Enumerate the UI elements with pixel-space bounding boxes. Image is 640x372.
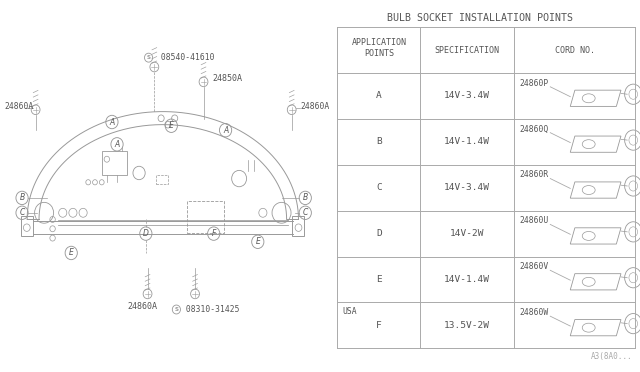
Text: 24860A: 24860A	[4, 102, 34, 111]
Text: E: E	[376, 275, 381, 284]
Text: F: F	[376, 321, 381, 330]
Circle shape	[625, 130, 640, 150]
Text: C: C	[19, 208, 25, 217]
Text: E: E	[68, 248, 74, 257]
Text: USA: USA	[342, 307, 356, 316]
Text: D: D	[143, 229, 148, 238]
Circle shape	[625, 84, 640, 104]
Polygon shape	[570, 136, 621, 152]
Polygon shape	[570, 228, 621, 244]
Polygon shape	[570, 274, 621, 290]
Text: A: A	[115, 140, 120, 149]
Circle shape	[625, 222, 640, 242]
Text: SPECIFICATION: SPECIFICATION	[435, 46, 500, 55]
Text: A: A	[376, 92, 381, 100]
Text: A: A	[223, 126, 228, 135]
Text: B: B	[303, 193, 308, 202]
Polygon shape	[570, 182, 621, 198]
Text: 24860V: 24860V	[520, 262, 549, 271]
Text: 24860P: 24860P	[520, 78, 549, 88]
Text: F: F	[211, 229, 216, 238]
Text: 08540-41610: 08540-41610	[156, 53, 214, 62]
Text: CORD NO.: CORD NO.	[555, 46, 595, 55]
Text: E: E	[169, 121, 173, 130]
Text: A3(8A0...: A3(8A0...	[591, 352, 632, 361]
Text: B: B	[19, 193, 25, 202]
Text: E: E	[255, 237, 260, 246]
Circle shape	[625, 314, 640, 334]
Text: B: B	[376, 137, 381, 146]
Text: 24860A: 24860A	[300, 102, 330, 111]
Circle shape	[625, 176, 640, 196]
Polygon shape	[570, 90, 621, 106]
Text: 14V-1.4W: 14V-1.4W	[444, 275, 490, 284]
Text: 24860U: 24860U	[520, 216, 549, 225]
Text: 14V-1.4W: 14V-1.4W	[444, 137, 490, 146]
Polygon shape	[570, 320, 621, 336]
Text: C: C	[376, 183, 381, 192]
Text: 14V-3.4W: 14V-3.4W	[444, 92, 490, 100]
Text: A: A	[109, 118, 115, 126]
Text: 24850A: 24850A	[212, 74, 242, 83]
Circle shape	[625, 267, 640, 288]
Text: C: C	[303, 208, 308, 217]
Text: BULB SOCKET INSTALLATION POINTS: BULB SOCKET INSTALLATION POINTS	[387, 13, 573, 23]
Text: 14V-3.4W: 14V-3.4W	[444, 183, 490, 192]
Text: 08310-31425: 08310-31425	[180, 305, 239, 314]
Text: D: D	[376, 229, 381, 238]
Text: S: S	[174, 307, 179, 312]
Text: APPLICATION
POINTS: APPLICATION POINTS	[351, 38, 406, 58]
Text: 13.5V-2W: 13.5V-2W	[444, 321, 490, 330]
Text: 24860W: 24860W	[520, 308, 549, 317]
Text: 24860A: 24860A	[127, 302, 157, 311]
Text: 24860R: 24860R	[520, 170, 549, 179]
Text: 14V-2W: 14V-2W	[450, 229, 484, 238]
Text: 24860Q: 24860Q	[520, 125, 549, 134]
Text: S: S	[147, 55, 150, 60]
